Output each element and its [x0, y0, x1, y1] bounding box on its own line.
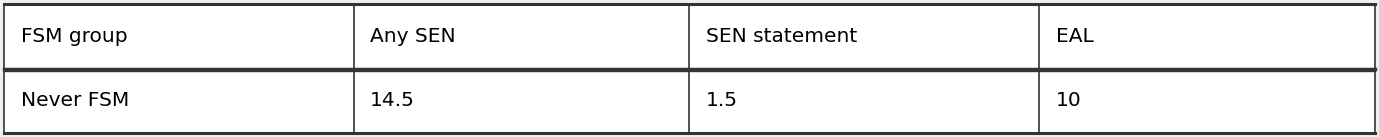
- Text: Never FSM: Never FSM: [21, 91, 128, 110]
- Text: EAL: EAL: [1056, 27, 1094, 46]
- Text: FSM group: FSM group: [21, 27, 127, 46]
- Text: 14.5: 14.5: [370, 91, 415, 110]
- Text: 1.5: 1.5: [706, 91, 738, 110]
- Text: Any SEN: Any SEN: [370, 27, 456, 46]
- Text: 10: 10: [1056, 91, 1081, 110]
- Text: SEN statement: SEN statement: [706, 27, 858, 46]
